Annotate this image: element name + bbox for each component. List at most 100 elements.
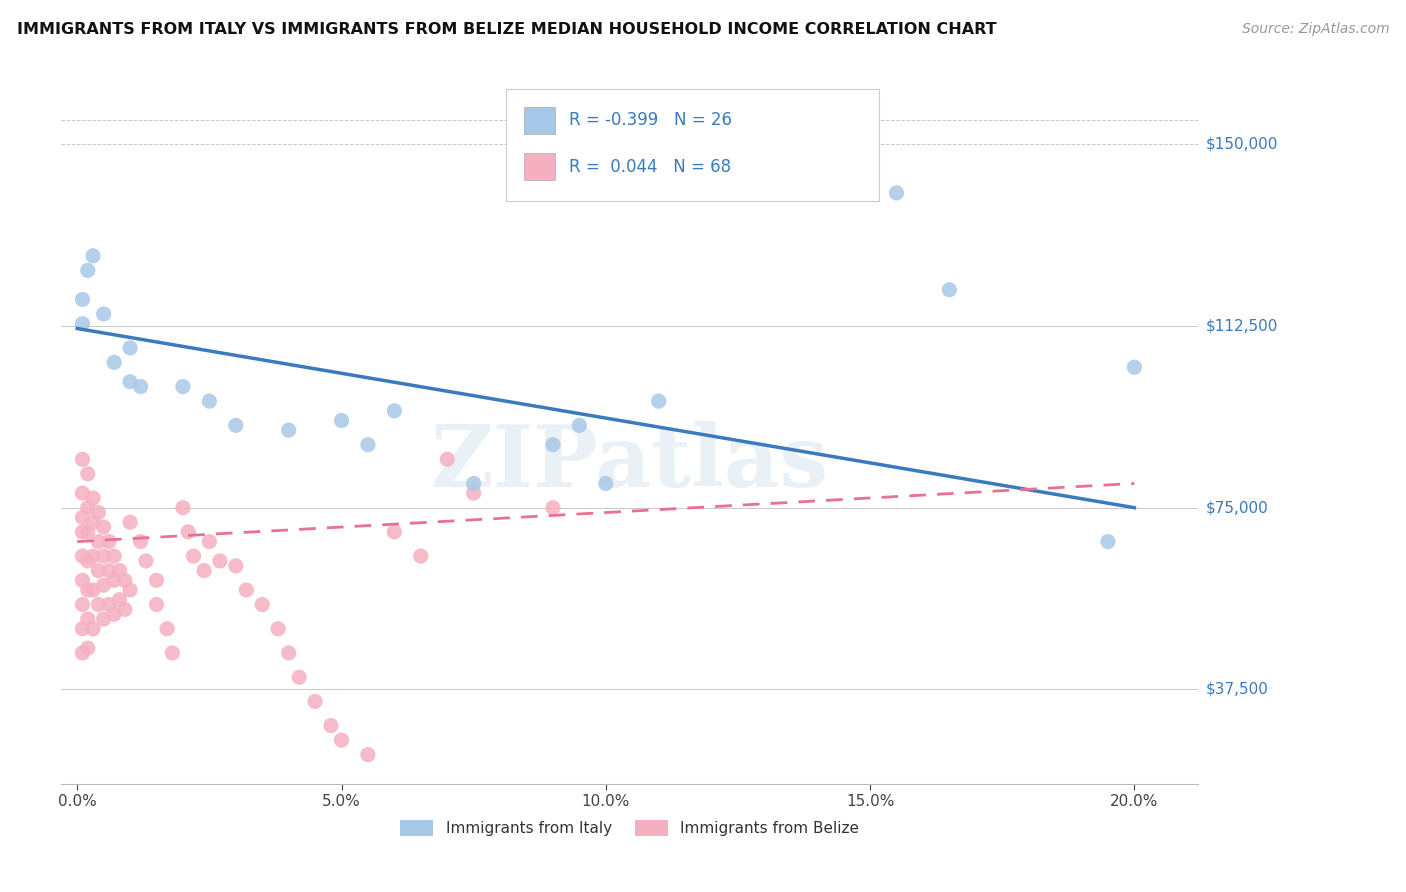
Point [129,534,152,549]
Point [76,524,98,539]
Text: ZIPatlas: ZIPatlas [430,421,828,505]
Point [595,476,617,491]
Point [114,574,136,588]
Point [235,582,257,597]
Point [76,467,98,481]
Point [225,418,247,433]
Point [93,307,115,321]
Point [103,355,125,369]
Point [87,598,110,612]
Point [82,249,104,263]
Point [436,452,458,467]
Point [120,341,142,355]
Point [541,500,564,515]
Point [93,549,115,563]
Point [198,534,221,549]
Point [330,733,353,747]
Point [103,607,125,622]
Point [72,622,94,636]
Point [647,394,669,409]
Point [72,452,94,467]
Point [72,317,94,331]
Point [114,602,136,616]
Point [97,564,120,578]
Legend: Immigrants from Italy, Immigrants from Belize: Immigrants from Italy, Immigrants from B… [394,814,866,842]
Point [72,549,94,563]
Text: $75,000: $75,000 [1206,500,1268,516]
Point [541,438,564,452]
Point [129,379,152,393]
Point [568,418,591,433]
Point [277,646,299,660]
Point [97,534,120,549]
Point [193,564,215,578]
Point [145,574,167,588]
Text: IMMIGRANTS FROM ITALY VS IMMIGRANTS FROM BELIZE MEDIAN HOUSEHOLD INCOME CORRELAT: IMMIGRANTS FROM ITALY VS IMMIGRANTS FROM… [17,22,997,37]
Point [319,718,342,732]
Point [97,598,120,612]
Point [409,549,432,563]
Point [103,574,125,588]
Point [72,598,94,612]
Point [76,582,98,597]
Point [72,524,94,539]
Point [277,423,299,437]
Point [886,186,908,200]
Point [172,379,194,393]
Point [267,622,290,636]
Point [145,598,167,612]
Point [938,283,960,297]
Point [76,641,98,656]
Point [82,549,104,563]
Point [72,293,94,307]
Point [177,524,200,539]
Point [198,394,221,409]
Point [103,549,125,563]
Point [120,375,142,389]
Point [357,438,380,452]
Point [93,578,115,592]
Point [156,622,179,636]
Point [172,500,194,515]
Point [1097,534,1119,549]
Point [72,646,94,660]
Point [76,500,98,515]
Point [304,694,326,708]
Point [72,486,94,500]
Point [82,622,104,636]
Point [72,510,94,524]
Text: $112,500: $112,500 [1206,318,1278,334]
Point [330,413,353,427]
Point [754,186,776,200]
Text: $150,000: $150,000 [1206,137,1278,152]
Point [208,554,231,568]
Point [183,549,205,563]
Point [108,592,131,607]
Point [93,612,115,626]
Point [120,515,142,529]
Text: R =  0.044   N = 68: R = 0.044 N = 68 [569,158,731,176]
Point [76,263,98,277]
Point [108,564,131,578]
Point [120,582,142,597]
Point [72,574,94,588]
Point [82,491,104,505]
Point [250,598,273,612]
Point [463,476,485,491]
Point [93,520,115,534]
Point [82,515,104,529]
Point [87,534,110,549]
Point [463,486,485,500]
Text: R = -0.399   N = 26: R = -0.399 N = 26 [569,112,733,129]
Point [382,404,405,418]
Point [357,747,380,762]
Point [225,558,247,573]
Text: $37,500: $37,500 [1206,681,1270,697]
Point [76,612,98,626]
Point [382,524,405,539]
Point [288,670,311,684]
Point [162,646,184,660]
Point [1123,360,1146,375]
Point [82,582,104,597]
Point [87,564,110,578]
